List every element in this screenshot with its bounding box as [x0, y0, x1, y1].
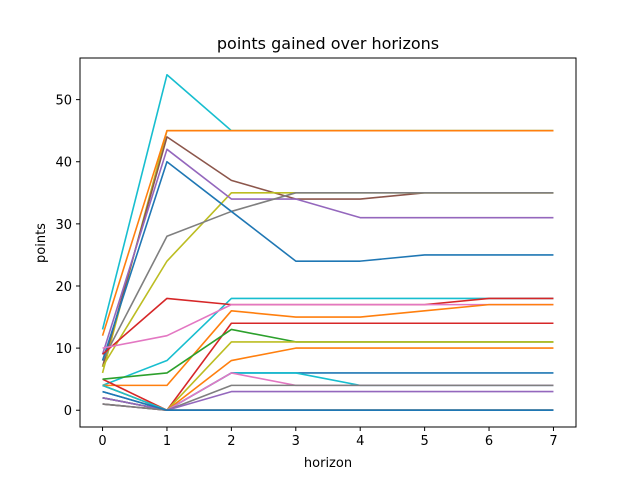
series-line-9	[102, 297, 554, 387]
chart-title: points gained over horizons	[217, 34, 439, 53]
series-lines	[101, 73, 554, 412]
series-line-12	[102, 303, 554, 387]
series-line-11	[102, 303, 554, 349]
series-line-10	[102, 297, 554, 355]
series-line-5	[101, 192, 554, 368]
series-line-2	[101, 129, 554, 374]
x-tick-label: 4	[356, 434, 364, 449]
y-tick-label: 10	[55, 342, 72, 357]
series-line-1	[101, 73, 554, 330]
y-tick-label: 0	[64, 404, 72, 419]
series-line-26	[102, 390, 554, 412]
series-line-21	[102, 390, 554, 412]
series-line-13	[102, 322, 554, 412]
plot-frame	[79, 57, 577, 428]
y-tick-label: 40	[55, 156, 72, 171]
series-line-20	[102, 384, 554, 412]
series-line-6	[101, 148, 554, 355]
x-tick-label: 3	[292, 434, 300, 449]
series-line-8	[101, 160, 554, 361]
x-tick-label: 7	[549, 434, 557, 449]
y-tick-label: 50	[55, 94, 72, 109]
series-line-7	[101, 192, 554, 361]
y-axis-ticks: 0 10 20 30 40 50	[55, 94, 80, 419]
x-axis-label: horizon	[304, 456, 352, 471]
x-tick-label: 0	[98, 434, 106, 449]
x-tick-label: 1	[163, 434, 171, 449]
series-line-16	[102, 347, 554, 412]
y-axis-label: points	[34, 223, 49, 263]
x-tick-label: 6	[485, 434, 493, 449]
y-tick-label: 20	[55, 280, 72, 295]
series-line-3	[101, 129, 554, 336]
series-line-15	[102, 341, 554, 412]
y-tick-label: 30	[55, 218, 72, 233]
series-line-14	[102, 328, 554, 380]
series-line-4	[101, 136, 554, 367]
x-tick-label: 2	[227, 434, 235, 449]
x-tick-label: 5	[420, 434, 428, 449]
x-axis-ticks: 0 1 2 3 4 5 6 7	[98, 427, 558, 449]
